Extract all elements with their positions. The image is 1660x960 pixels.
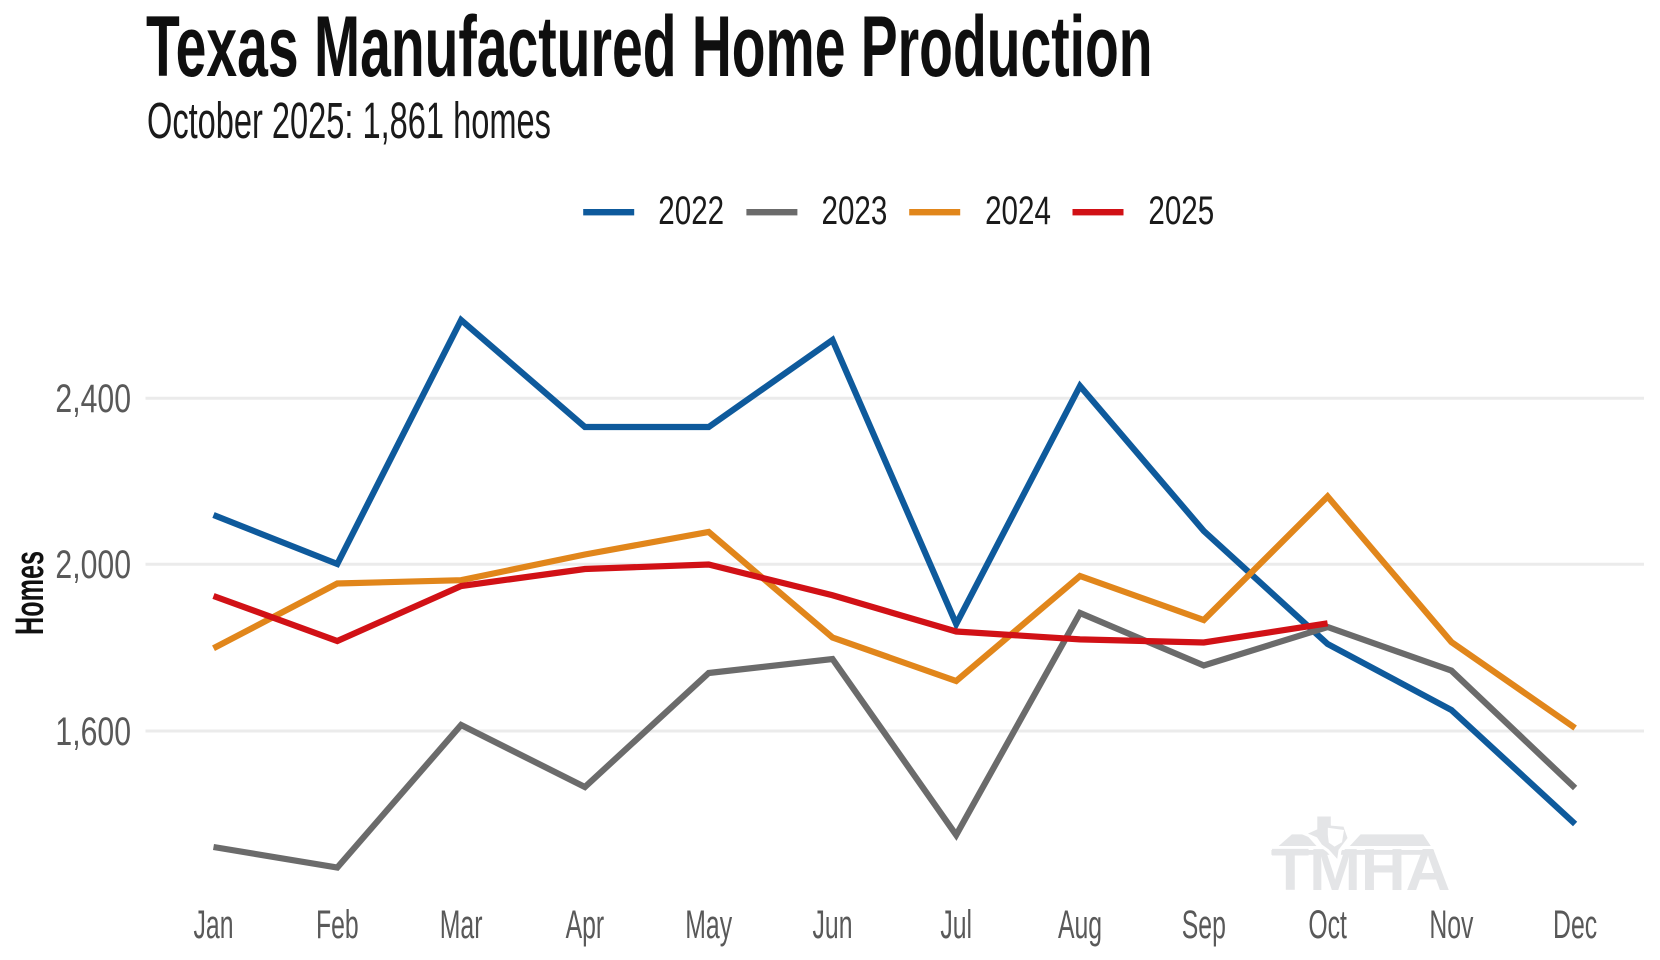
svg-text:Dec: Dec	[1553, 903, 1597, 947]
svg-text:Jan: Jan	[194, 903, 234, 947]
svg-text:Mar: Mar	[440, 903, 483, 947]
svg-text:Apr: Apr	[566, 903, 605, 947]
svg-text:Aug: Aug	[1058, 903, 1102, 947]
svg-text:Nov: Nov	[1429, 903, 1473, 947]
svg-text:Jul: Jul	[940, 903, 972, 947]
svg-text:2025: 2025	[1148, 189, 1214, 233]
svg-text:May: May	[685, 903, 732, 947]
svg-text:2022: 2022	[658, 189, 724, 233]
svg-text:1,600: 1,600	[55, 709, 131, 754]
svg-text:Feb: Feb	[316, 903, 359, 947]
svg-text:2023: 2023	[822, 189, 888, 233]
svg-text:2024: 2024	[985, 189, 1051, 233]
svg-text:Texas Manufactured Home Produc: Texas Manufactured Home Production	[146, 0, 1153, 95]
svg-text:2,400: 2,400	[55, 376, 131, 421]
svg-text:Sep: Sep	[1182, 903, 1226, 947]
svg-text:Jun: Jun	[813, 903, 853, 947]
svg-text:October 2025: 1,861 homes: October 2025: 1,861 homes	[147, 93, 551, 150]
svg-text:2,000: 2,000	[55, 542, 131, 587]
svg-text:TMHA: TMHA	[1271, 836, 1450, 902]
svg-text:Homes: Homes	[8, 551, 52, 635]
svg-text:Oct: Oct	[1308, 903, 1347, 947]
